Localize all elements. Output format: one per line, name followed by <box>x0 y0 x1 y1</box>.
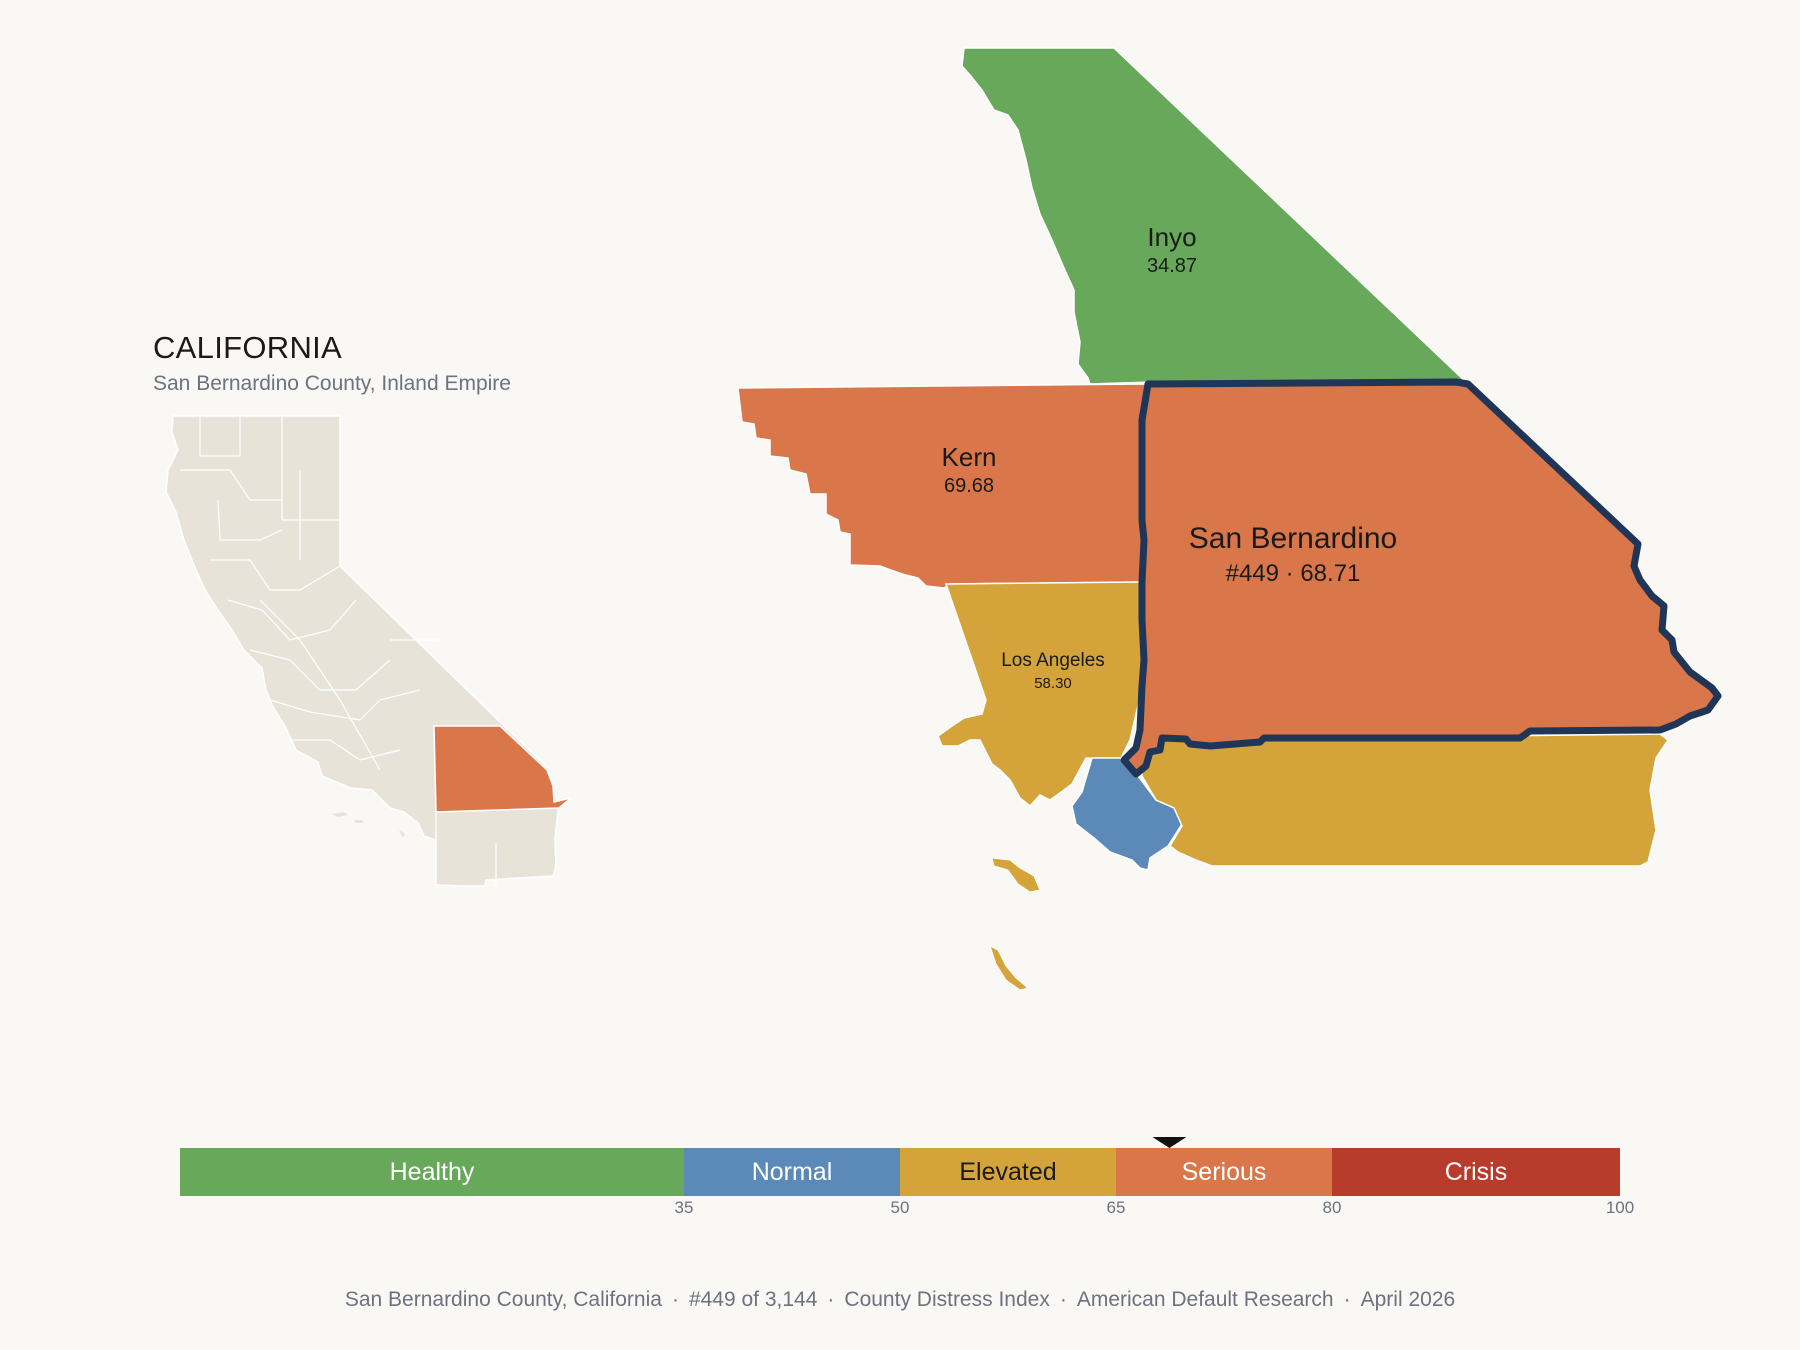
legend-tick: 65 <box>1106 1198 1126 1217</box>
legend-segment-normal <box>684 1148 900 1196</box>
county-san-bernardino <box>1120 378 1722 778</box>
county-subtitle: San Bernardino County, Inland Empire <box>153 372 511 395</box>
inset-islands <box>332 812 405 838</box>
legend-label-serious: Serious <box>1181 1158 1267 1186</box>
california-inset-map <box>165 415 572 887</box>
footer-index: County Distress Index <box>844 1288 1050 1311</box>
label-san-bernardino-name: San Bernardino <box>1188 522 1398 555</box>
county-orange <box>1071 757 1183 871</box>
label-kern-score: 69.68 <box>943 475 995 497</box>
legend-segment-healthy <box>180 1148 684 1196</box>
legend-segment-elevated <box>900 1148 1116 1196</box>
legend-label-normal: Normal <box>751 1158 833 1186</box>
legend-label-healthy: Healthy <box>389 1158 475 1186</box>
legend-label-elevated: Elevated <box>959 1158 1057 1186</box>
label-los-angeles: Los Angeles 58.30 <box>953 650 1153 692</box>
footer-rank: #449 of 3,144 <box>688 1288 818 1311</box>
legend-marker-icon <box>1152 1137 1187 1148</box>
legend-bar <box>180 1148 1620 1196</box>
label-san-bernardino: San Bernardino #449 · 68.71 <box>1143 522 1443 588</box>
county-riverside <box>1141 733 1670 867</box>
inset-san-bernardino <box>433 725 572 813</box>
legend-tick: 35 <box>674 1198 694 1217</box>
label-inyo-score: 34.87 <box>1146 255 1198 277</box>
state-title: CALIFORNIA <box>153 330 343 365</box>
label-kern: Kern 69.68 <box>869 442 1069 498</box>
california-outline <box>165 415 559 887</box>
label-inyo: Inyo 34.87 <box>1072 222 1272 278</box>
label-los-angeles-name: Los Angeles <box>1001 650 1105 671</box>
label-inyo-name: Inyo <box>1147 222 1197 252</box>
legend-label-crisis: Crisis <box>1444 1158 1508 1186</box>
detail-map <box>737 47 1722 991</box>
legend-tick: 100 <box>1605 1198 1635 1217</box>
legend-tick: 80 <box>1322 1198 1342 1217</box>
legend-segment-crisis <box>1332 1148 1620 1196</box>
county-kern <box>737 383 1147 589</box>
label-kern-name: Kern <box>941 442 997 472</box>
island-san-clemente <box>989 945 1030 991</box>
footer-county: San Bernardino County, California <box>344 1288 662 1311</box>
county-inyo <box>961 47 1468 385</box>
label-san-bernardino-score: #449 · 68.71 <box>1225 560 1361 587</box>
footer-date: April 2026 <box>1360 1288 1456 1311</box>
legend-segment-serious <box>1116 1148 1332 1196</box>
footer: San Bernardino County, California · #449 o… <box>344 1288 1456 1311</box>
label-los-angeles-score: 58.30 <box>1034 675 1072 692</box>
footer-source: American Default Research <box>1076 1288 1334 1311</box>
legend-tick: 50 <box>890 1198 910 1217</box>
island-santa-catalina <box>991 857 1041 893</box>
